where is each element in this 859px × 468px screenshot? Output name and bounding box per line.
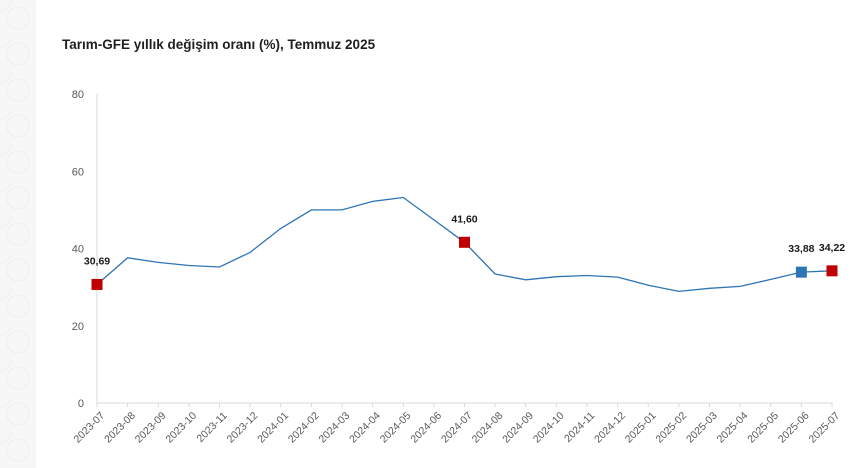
x-tick-label: 2025-06 [776, 410, 812, 446]
data-point-marker [826, 265, 838, 277]
x-tick-label: 2024-06 [408, 410, 444, 446]
x-tick-label: 2023-11 [195, 410, 230, 445]
x-tick-label: 2024-07 [439, 410, 475, 446]
data-label: 41,60 [451, 213, 477, 225]
data-labels-group: 30,69 41,60 33,88 34,22 [84, 213, 845, 267]
x-tick-label: 2025-07 [806, 410, 842, 446]
x-tick-label: 2025-02 [653, 410, 689, 446]
x-tick-label: 2024-02 [286, 410, 322, 446]
y-tick-label: 60 [72, 166, 84, 178]
x-tick-label: 2024-08 [470, 410, 506, 446]
data-label: 33,88 [788, 243, 814, 255]
x-tick-label: 2024-01 [255, 410, 291, 446]
markers-group [91, 236, 838, 290]
y-tick-label: 20 [72, 321, 84, 333]
x-tick-label: 2023-09 [133, 410, 169, 446]
y-tick-label: 80 [72, 89, 84, 101]
x-tick-label: 2025-03 [684, 410, 720, 446]
x-tick-label: 2023-08 [102, 410, 138, 446]
y-tick-label: 40 [72, 244, 84, 256]
x-tick-label: 2024-03 [316, 410, 352, 446]
data-label: 34,22 [819, 242, 845, 254]
x-tick-label: 2023-10 [163, 410, 199, 446]
x-tick-label: 2024-09 [500, 410, 536, 446]
data-point-marker [459, 236, 470, 248]
x-tick-label: 2025-04 [715, 410, 751, 446]
chart-title: Tarım-GFE yıllık değişim oranı (%), Temm… [62, 37, 376, 52]
x-tick-label: 2025-05 [745, 410, 781, 446]
x-tick-label: 2024-04 [347, 410, 383, 446]
y-tick-label: 0 [78, 398, 84, 410]
x-tick-label: 2024-10 [531, 410, 567, 446]
x-tick-label: 2023-07 [71, 410, 107, 446]
data-point-marker [91, 278, 103, 290]
x-tick-label: 2025-01 [623, 410, 659, 446]
x-axis: 2023-072023-082023-092023-102023-112023-… [71, 402, 842, 446]
x-tick-label: 2024-05 [378, 410, 414, 446]
y-axis: 0 20 40 60 80 [72, 89, 98, 410]
x-tick-label: 2024-11 [562, 410, 597, 445]
data-label: 30,69 [84, 255, 110, 267]
x-tick-label: 2023-12 [225, 410, 261, 446]
x-tick-label: 2024-12 [592, 410, 628, 446]
data-point-marker [795, 266, 807, 278]
decorative-pattern-strip [0, 0, 36, 468]
